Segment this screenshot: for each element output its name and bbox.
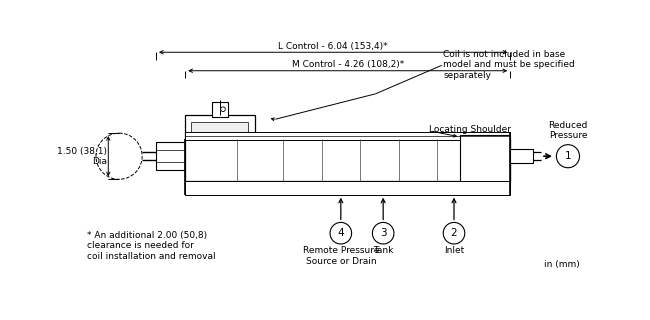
Bar (192, 122, 248, 167)
Circle shape (372, 222, 394, 244)
Text: 1.50 (38,1)
Dia: 1.50 (38,1) Dia (57, 147, 107, 166)
Bar (185, 139, 510, 181)
Circle shape (443, 222, 465, 244)
Text: Locating Shoulder: Locating Shoulder (430, 125, 512, 134)
Text: 4: 4 (337, 228, 344, 238)
Text: M Control - 4.26 (108,2)*: M Control - 4.26 (108,2)* (292, 60, 404, 69)
Text: 1: 1 (565, 151, 571, 161)
Bar (185, 116, 255, 173)
Text: L Control - 6.04 (153,4)*: L Control - 6.04 (153,4)* (278, 42, 388, 51)
Bar (460, 135, 510, 185)
Bar (185, 181, 510, 195)
Circle shape (330, 222, 352, 244)
Text: 3: 3 (380, 228, 387, 238)
Bar (510, 149, 534, 163)
Bar (156, 142, 185, 170)
Text: Tank: Tank (373, 246, 393, 255)
Text: * An additional 2.00 (50,8)
clearance is needed for
coil installation and remova: * An additional 2.00 (50,8) clearance is… (86, 231, 215, 261)
Text: Coil is not included in base
model and must be specified
separately: Coil is not included in base model and m… (443, 50, 575, 80)
Text: 2: 2 (450, 228, 458, 238)
Text: Inlet: Inlet (444, 246, 464, 255)
Text: Remote Pressure
Source or Drain: Remote Pressure Source or Drain (303, 246, 379, 266)
Text: Reduced
Pressure: Reduced Pressure (549, 121, 588, 140)
Circle shape (556, 145, 580, 168)
Text: in (mm): in (mm) (544, 260, 580, 269)
Bar (213, 101, 228, 117)
Bar (185, 132, 510, 140)
Circle shape (96, 133, 142, 179)
Circle shape (221, 107, 226, 112)
